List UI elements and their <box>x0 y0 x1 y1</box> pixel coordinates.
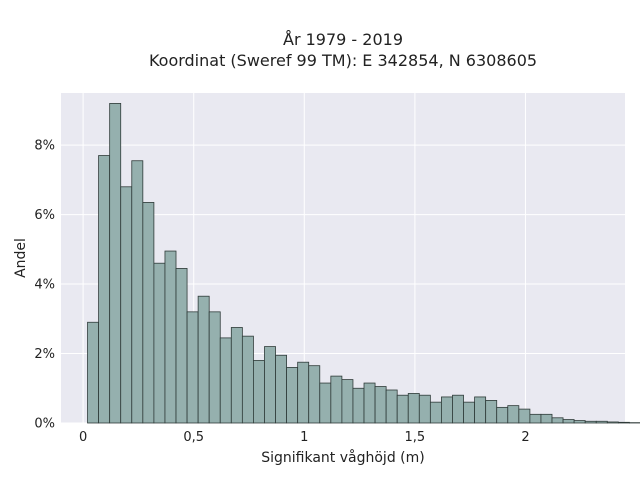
x-axis-ticks: 0 0,5 1 1,5 2 <box>79 430 530 445</box>
histogram-bar-48 <box>617 421 630 424</box>
histogram-bar-16 <box>264 346 276 424</box>
histogram-bar-13 <box>230 327 243 424</box>
histogram-bar-25 <box>363 382 376 424</box>
histogram-bar-27 <box>385 389 398 424</box>
histogram-bar-22 <box>330 375 343 424</box>
histogram-bar-18 <box>286 367 299 424</box>
histogram-bar-28 <box>396 394 409 424</box>
y-axis-ticks: 0% 2% 4% 6% 8% <box>34 139 55 432</box>
histogram-bar-23 <box>341 379 354 424</box>
x-tick-label-2: 1 <box>300 430 308 445</box>
histogram-bar-34 <box>463 401 475 424</box>
histogram-bar-10 <box>197 295 210 424</box>
chart-subtitle: Koordinat (Sweref 99 TM): E 342854, N 63… <box>149 51 537 70</box>
y-axis-label: Andel <box>13 238 29 278</box>
histogram-bar-39 <box>518 408 531 424</box>
x-tick-label-4: 2 <box>521 430 529 445</box>
histogram-bar-17 <box>275 354 287 424</box>
histogram-bar-44 <box>573 420 586 424</box>
histogram-bar-35 <box>474 396 487 424</box>
histogram-bar-30 <box>418 394 431 424</box>
histogram-bar-33 <box>452 394 464 424</box>
histogram-bar-36 <box>485 400 498 424</box>
x-tick-label-0: 0 <box>79 430 87 445</box>
histogram-bar-8 <box>175 268 188 424</box>
histogram-bar-32 <box>441 396 453 424</box>
histogram-bar-45 <box>584 420 597 424</box>
y-tick-label-3: 6% <box>34 208 55 223</box>
x-tick-label-1: 0,5 <box>183 430 204 445</box>
histogram-bar-40 <box>529 413 542 424</box>
histogram-bar-14 <box>241 335 254 424</box>
histogram-bar-7 <box>164 250 177 424</box>
histogram-bar-43 <box>562 419 575 424</box>
histogram-bar-42 <box>551 417 564 424</box>
histogram-bar-15 <box>253 360 265 424</box>
histogram-bar-19 <box>297 361 310 424</box>
histogram-bar-26 <box>374 386 387 424</box>
histogram-bar-41 <box>540 413 553 424</box>
y-tick-label-2: 4% <box>34 278 55 293</box>
y-tick-label-1: 2% <box>34 347 55 362</box>
histogram-bar-6 <box>153 262 166 424</box>
histogram-bar-46 <box>595 420 608 424</box>
histogram-bar-21 <box>319 382 332 424</box>
histogram-bars <box>87 103 640 424</box>
histogram-bar-24 <box>352 387 365 424</box>
histogram-bar-37 <box>496 406 509 424</box>
histogram-bar-29 <box>407 393 420 424</box>
histogram-bar-2 <box>109 103 122 424</box>
histogram-bar-11 <box>208 311 221 424</box>
histogram-bar-47 <box>606 421 619 424</box>
histogram-bar-38 <box>507 405 520 424</box>
histogram-bar-31 <box>429 401 442 424</box>
x-axis-label: Signifikant våghöjd (m) <box>261 449 424 466</box>
histogram-bar-4 <box>131 160 144 424</box>
histogram-bar-3 <box>120 186 133 424</box>
x-tick-label-3: 1,5 <box>405 430 426 445</box>
histogram-bar-12 <box>219 337 232 424</box>
chart-title: År 1979 - 2019 <box>283 30 403 49</box>
histogram-bar-1 <box>98 155 111 424</box>
histogram-bar-5 <box>142 202 155 424</box>
y-tick-label-4: 8% <box>34 139 55 154</box>
histogram-bar-20 <box>308 365 321 424</box>
histogram-bar-9 <box>186 311 199 424</box>
histogram-bar-0 <box>87 321 99 424</box>
y-tick-label-0: 0% <box>34 417 55 432</box>
